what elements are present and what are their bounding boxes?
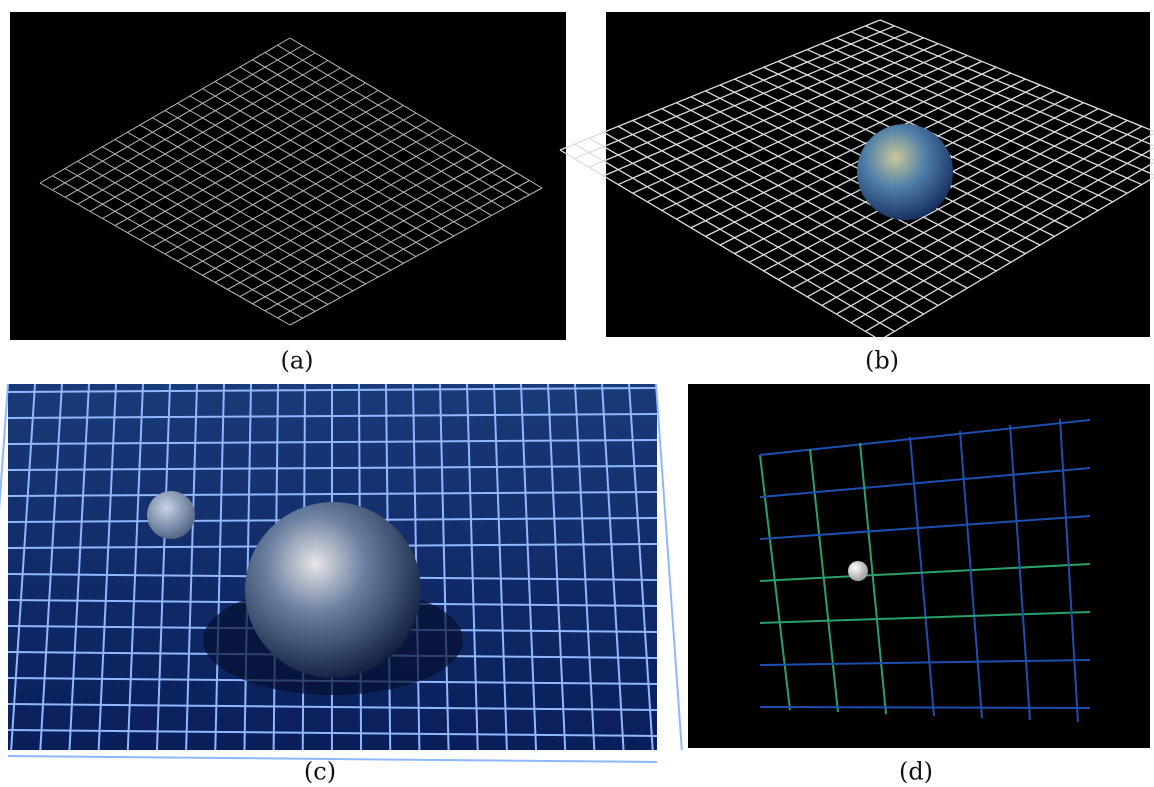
- grid-line: [39, 383, 63, 751]
- grid-line: [655, 383, 683, 751]
- grid-line: [559, 149, 881, 341]
- grid-line: [7, 465, 658, 471]
- grid-line: [588, 137, 910, 324]
- grid-line: [277, 180, 530, 319]
- grid-line: [676, 102, 997, 272]
- grid-line: [7, 729, 658, 737]
- grid-line: [574, 143, 895, 332]
- mass: [848, 561, 868, 581]
- grid-line: [603, 131, 924, 315]
- grid-line: [466, 383, 479, 751]
- grid-line: [239, 157, 492, 298]
- grid-line: [792, 113, 1114, 289]
- earth: [857, 124, 953, 220]
- grid-line: [7, 755, 658, 763]
- grid-line: [617, 125, 939, 307]
- grid-line: [64, 168, 316, 312]
- grid-line: [759, 611, 1091, 624]
- grid-line: [1009, 424, 1031, 721]
- grid-line: [821, 125, 1143, 307]
- panel-label: (a): [280, 347, 313, 375]
- panel-label: (b): [865, 347, 899, 375]
- grid-line: [601, 383, 625, 751]
- grid-line: [97, 383, 117, 751]
- panel-a-grid: [39, 37, 543, 326]
- panel-label: (d): [899, 758, 933, 786]
- grid-line: [7, 439, 658, 445]
- grid-line: [759, 563, 1091, 582]
- grid-line: [39, 182, 291, 326]
- grid-line: [879, 176, 1154, 341]
- grid-line: [227, 150, 480, 290]
- moon: [147, 491, 195, 539]
- grid-line: [10, 383, 36, 751]
- grid-line: [177, 120, 429, 262]
- grid-line: [126, 383, 144, 751]
- grid-line: [114, 139, 366, 285]
- grid-line: [214, 142, 467, 283]
- panel-d-grid: [759, 418, 1091, 723]
- grid-line: [836, 132, 1154, 315]
- grid-line: [289, 187, 543, 326]
- grid-line: [865, 161, 1154, 332]
- grid-line: [77, 160, 329, 305]
- grid-line: [759, 659, 1091, 666]
- grid-line: [859, 442, 887, 715]
- grid-line: [52, 175, 303, 319]
- panel-b-grid: [559, 19, 1154, 341]
- grid-line: [493, 383, 508, 751]
- grid-line: [520, 383, 538, 751]
- grid-line: [152, 117, 404, 264]
- grid-line: [264, 172, 518, 312]
- grid-line: [628, 383, 654, 751]
- grid-line: [7, 413, 658, 419]
- panel-label: (c): [304, 758, 336, 786]
- grid-line: [202, 135, 455, 276]
- grid-line: [850, 147, 1154, 324]
- grid-line: [155, 383, 171, 751]
- grid-line: [89, 153, 341, 299]
- panel-a-background: [10, 12, 566, 340]
- grid-line: [646, 113, 968, 289]
- grid-line: [547, 383, 567, 751]
- panel-d-background: [688, 384, 1150, 748]
- grid-line: [127, 131, 379, 278]
- grid-line: [759, 706, 1091, 709]
- grid-line: [252, 165, 505, 305]
- grid-line: [439, 383, 450, 751]
- grid-line: [243, 383, 252, 751]
- grid-line: [214, 383, 225, 751]
- grid-line: [0, 383, 9, 511]
- grid-line: [909, 436, 935, 717]
- grid-line: [759, 515, 1091, 540]
- grid-line: [189, 127, 442, 269]
- grid-line: [959, 430, 983, 719]
- grid-line: [7, 491, 658, 497]
- grid-line: [806, 119, 1128, 298]
- grid-line: [661, 108, 983, 281]
- grid-line: [759, 419, 1091, 456]
- grid-line: [574, 383, 596, 751]
- grid-line: [185, 383, 198, 751]
- grid-line: [68, 383, 90, 751]
- grid-line: [632, 119, 954, 298]
- earth: [245, 502, 421, 678]
- grid-line: [164, 110, 417, 257]
- grid-line: [7, 703, 658, 711]
- grid-line: [7, 387, 658, 393]
- grid-line: [690, 96, 1012, 263]
- panel-c-grid: [0, 383, 683, 763]
- grid-line: [102, 146, 354, 292]
- grid-line: [759, 467, 1091, 498]
- grid-line: [1059, 418, 1079, 723]
- grid-line: [139, 124, 392, 271]
